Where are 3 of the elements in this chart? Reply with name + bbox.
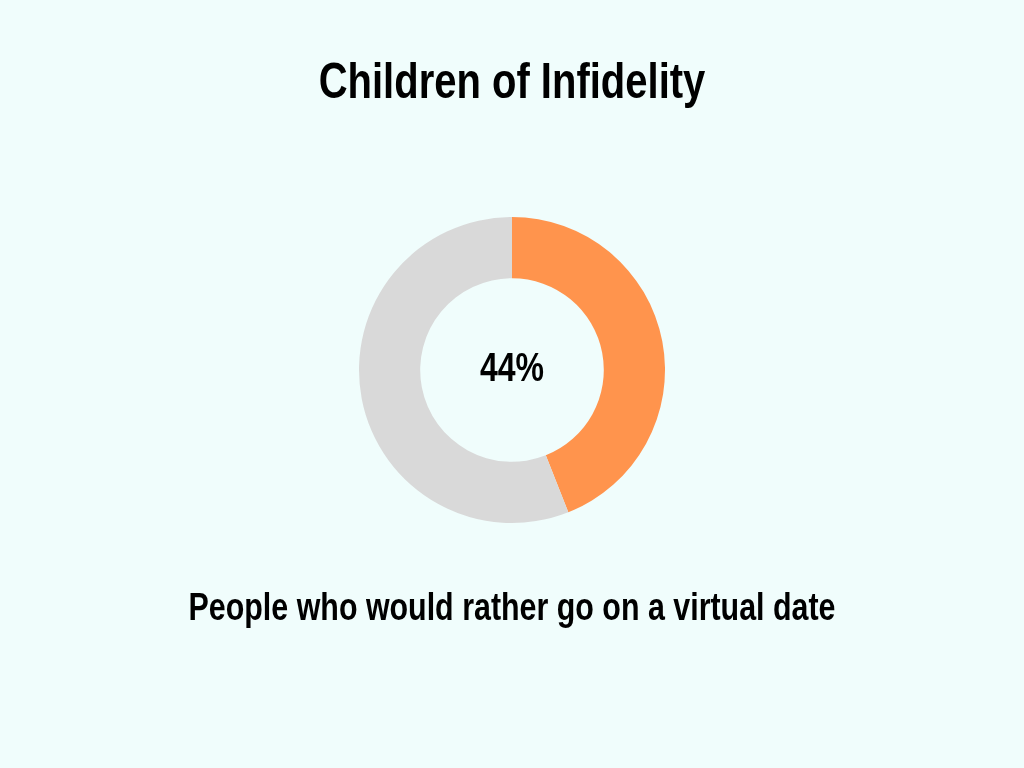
- data-label: 44%: [479, 344, 545, 390]
- text: People who would rather go on a virtual date: [187, 586, 837, 629]
- chart-title: Children of Infidelity: [317, 52, 707, 110]
